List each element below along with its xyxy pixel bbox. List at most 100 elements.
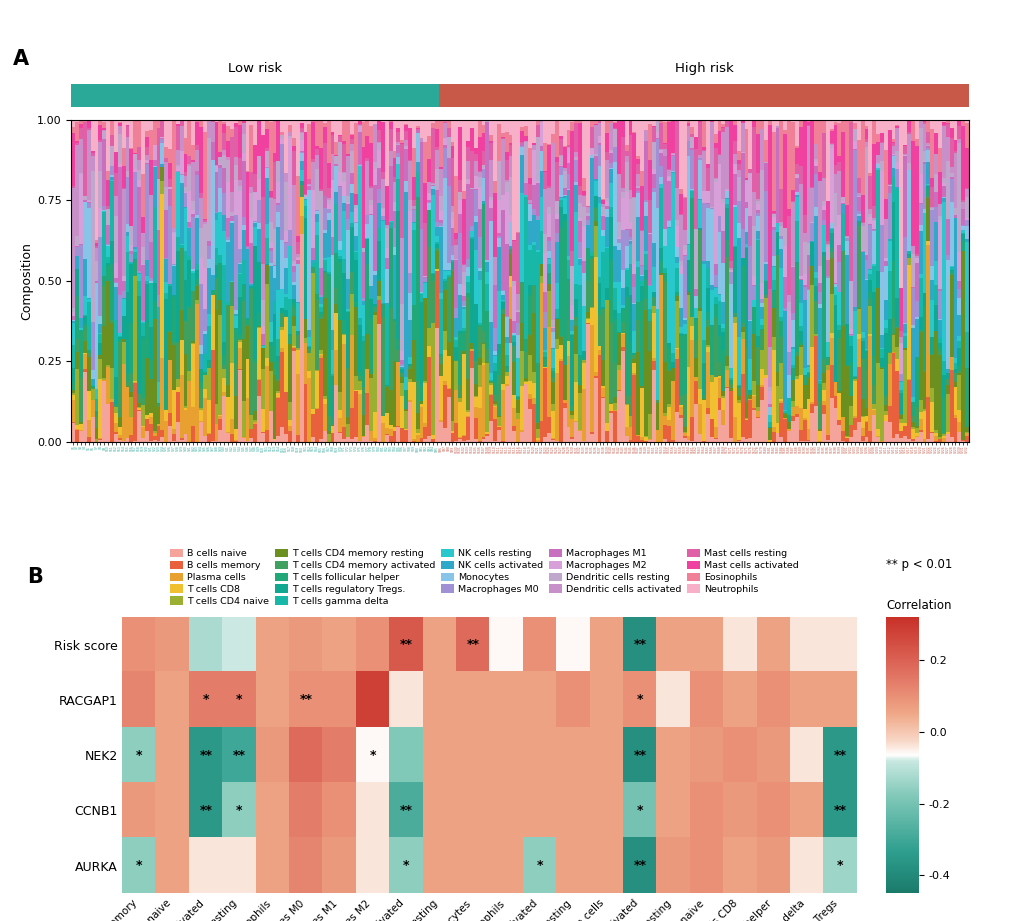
Bar xyxy=(423,276,427,278)
Bar xyxy=(160,358,164,430)
Bar xyxy=(686,260,690,292)
Bar xyxy=(466,282,470,293)
Bar xyxy=(492,329,496,351)
Bar xyxy=(87,354,91,357)
Bar xyxy=(435,249,438,251)
Bar xyxy=(345,157,350,196)
Bar xyxy=(632,198,636,264)
Bar xyxy=(396,157,399,164)
Bar xyxy=(399,368,404,373)
Bar xyxy=(99,238,102,316)
Bar xyxy=(675,220,679,226)
Bar xyxy=(164,158,168,161)
Bar xyxy=(783,246,787,277)
Bar xyxy=(408,120,412,128)
Bar xyxy=(237,348,242,368)
Bar xyxy=(651,120,655,126)
Bar xyxy=(473,250,477,304)
Bar xyxy=(825,260,828,276)
Bar xyxy=(837,292,841,325)
Bar xyxy=(716,325,720,336)
Text: **: ** xyxy=(466,638,479,651)
Bar xyxy=(218,262,222,299)
Bar xyxy=(910,328,914,397)
Text: B: B xyxy=(26,567,43,588)
Bar xyxy=(508,254,512,276)
Bar xyxy=(624,151,628,157)
Bar xyxy=(377,120,380,130)
Bar xyxy=(945,137,949,161)
Bar xyxy=(350,408,354,439)
Bar xyxy=(937,220,941,289)
Bar xyxy=(694,289,697,297)
Bar xyxy=(659,178,662,184)
Bar xyxy=(315,211,319,215)
Bar xyxy=(512,239,516,240)
Text: *: * xyxy=(403,859,409,872)
Bar xyxy=(798,303,802,326)
Bar xyxy=(539,421,543,442)
Bar xyxy=(612,162,616,246)
Bar xyxy=(373,185,377,272)
Bar xyxy=(416,172,419,197)
Bar xyxy=(921,209,925,213)
Bar xyxy=(350,294,354,335)
Bar xyxy=(156,441,160,442)
Bar xyxy=(860,359,864,400)
Bar xyxy=(412,305,416,341)
Bar xyxy=(748,174,752,216)
Bar xyxy=(643,202,647,216)
Bar xyxy=(481,439,485,442)
Bar xyxy=(852,418,856,430)
Bar xyxy=(891,202,895,262)
Bar xyxy=(233,441,237,442)
Bar xyxy=(396,426,399,442)
Bar xyxy=(99,140,102,142)
Bar xyxy=(466,184,470,259)
Bar xyxy=(500,120,504,133)
Bar xyxy=(929,266,933,280)
Bar xyxy=(929,210,933,266)
Bar xyxy=(233,364,237,396)
Bar xyxy=(125,438,129,442)
Bar xyxy=(720,399,725,410)
Bar xyxy=(435,251,438,269)
Bar xyxy=(377,241,380,279)
Bar xyxy=(647,351,651,414)
Bar xyxy=(733,207,736,247)
Bar xyxy=(242,285,246,301)
Bar xyxy=(83,202,87,260)
Bar xyxy=(71,309,75,312)
Bar xyxy=(845,241,848,255)
Bar xyxy=(373,412,377,438)
Bar xyxy=(75,143,79,145)
Bar xyxy=(713,439,716,442)
Bar xyxy=(179,175,183,183)
Bar xyxy=(914,254,918,256)
Bar xyxy=(852,381,856,415)
Bar xyxy=(450,142,454,146)
Bar xyxy=(404,377,408,390)
Bar xyxy=(454,176,458,233)
Bar xyxy=(666,220,671,221)
Bar xyxy=(172,391,175,428)
Bar xyxy=(918,225,921,231)
Bar xyxy=(666,120,671,122)
Bar xyxy=(91,120,95,151)
Bar xyxy=(369,298,373,320)
Bar xyxy=(733,174,736,205)
Bar xyxy=(226,302,230,305)
Bar xyxy=(75,353,79,369)
Bar xyxy=(860,400,864,416)
Bar xyxy=(323,127,326,144)
Bar xyxy=(713,274,716,287)
Bar xyxy=(435,169,438,190)
Bar xyxy=(767,427,771,439)
Bar xyxy=(794,178,798,192)
Bar xyxy=(168,331,172,332)
Bar xyxy=(604,431,608,442)
Bar xyxy=(384,228,388,248)
Bar xyxy=(300,160,304,170)
Bar xyxy=(903,120,906,145)
Bar xyxy=(666,344,671,348)
